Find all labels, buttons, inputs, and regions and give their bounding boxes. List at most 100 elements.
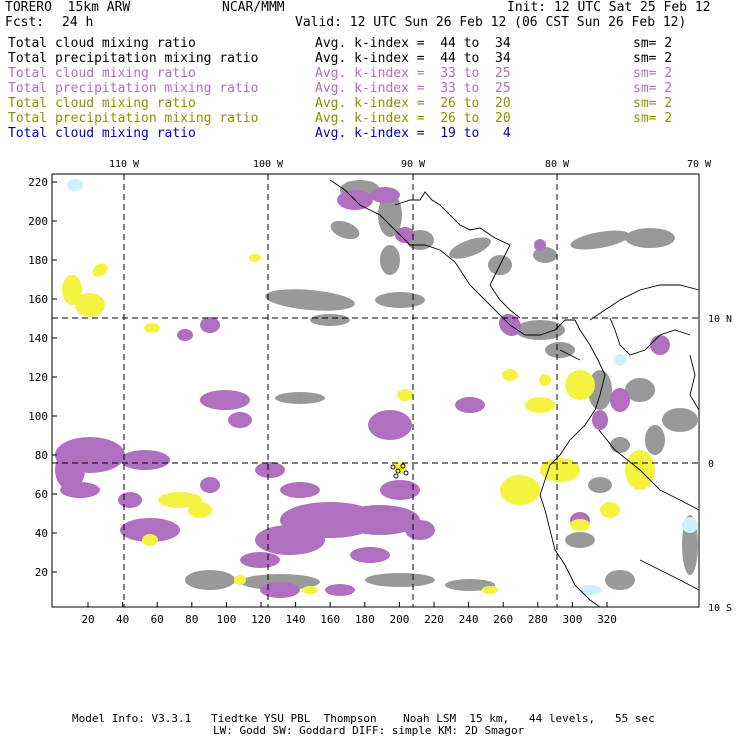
x-tick-label: 180 [355,613,375,626]
purple-cloud-15 [255,462,285,478]
yellow-cloud-0 [62,275,82,305]
y-tick-label: 60 [35,488,48,501]
yellow-cloud-2 [92,263,108,277]
purple-cloud-9 [55,450,85,490]
x-tick-label: 140 [286,613,306,626]
gray-cloud-10 [310,314,350,326]
gray-cloud-4 [449,237,491,259]
gray-cloud-27 [275,392,325,404]
coastline-2 [539,319,606,608]
field-sm: sm= 2 [633,81,673,96]
field-name: Total precipitation mixing ratio [8,81,259,96]
yellow-cloud-15 [394,462,406,474]
gray-cloud-23 [365,573,435,587]
x-tick-label: 120 [251,613,271,626]
purple-cloud-6 [200,390,250,410]
y-tick-label: 160 [28,293,48,306]
gray-cloud-17 [645,425,665,455]
x-tick-label: 100 [216,613,236,626]
gray-cloud-24 [445,579,495,591]
model-title: TORERO 15km ARW [5,0,131,15]
yellow-cloud-5 [188,502,212,518]
field-sm: sm= 2 [633,51,673,66]
gray-cloud-1 [378,193,402,237]
purple-cloud-24 [610,388,630,412]
purple-cloud-12 [118,492,142,508]
x-tick-label: 60 [151,613,164,626]
coastline-5 [598,429,700,511]
coastline-3 [589,284,700,321]
purple-cloud-16 [280,482,320,498]
model-info: Model Info: V3.3.1 Tiedtke YSU PBL Thomp… [72,712,655,725]
yellow-cloud-1 [75,293,105,317]
field-kidx: Avg. k-index = 33 to 25 [315,66,511,81]
y-tick-label: 140 [28,332,48,345]
latitude-label: 0 [708,459,714,470]
gray-cloud-7 [570,230,630,250]
y-tick-label: 100 [28,410,48,423]
yellow-cloud-21 [249,254,261,262]
x-tick-label: 220 [424,613,444,626]
purple-cloud-23 [350,547,390,563]
map-frame [51,173,700,608]
purple-cloud-30 [534,239,546,251]
field-name: Total precipitation mixing ratio [8,51,259,66]
purple-cloud-21 [380,480,420,500]
gray-cloud-21 [185,570,235,590]
field-name: Total cloud mixing ratio [8,66,196,81]
purple-cloud-7 [228,412,252,428]
yellow-cloud-13 [570,519,590,531]
yellow-cloud-19 [302,586,318,594]
field-name: Total cloud mixing ratio [8,96,196,111]
purple-cloud-18 [255,525,325,555]
lat-lon-grid [52,174,699,607]
cyan-cloud-0 [67,179,83,191]
purple-cloud-11 [120,450,170,470]
gray-cloud-6 [533,247,557,263]
purple-cloud-13 [120,518,180,542]
gray-cloud-20 [565,532,595,548]
field-sm: sm= 2 [633,36,673,51]
yellow-cloud-16 [502,369,518,381]
yellow-cloud-10 [500,475,540,505]
x-tick-label: 40 [116,613,129,626]
longitude-label: 100 W [253,159,284,170]
coastlines [329,179,700,608]
gray-cloud-25 [605,570,635,590]
valid-time: Valid: 12 UTC Sun 26 Feb 12 (06 CST Sun … [295,15,687,30]
physics-info: LW: Godd SW: Goddard DIFF: simple KM: 2D… [213,724,525,737]
galapagos-island-4 [403,470,409,476]
longitude-label: 90 W [401,159,426,170]
y-tick-label: 80 [35,449,48,462]
purple-cloud-31 [177,329,193,341]
longitude-label: 70 W [687,159,712,170]
field-kidx: Avg. k-index = 26 to 20 [315,111,511,126]
axis-ticks [52,181,608,607]
init-time: Init: 12 UTC Sat 25 Feb 12 [507,0,711,15]
coastline-0 [329,179,575,336]
y-tick-label: 200 [28,215,48,228]
purple-cloud-28 [260,582,300,598]
field-kidx: Avg. k-index = 19 to 4 [315,126,511,141]
field-sm: sm= 2 [633,111,673,126]
field-kidx: Avg. k-index = 33 to 25 [315,81,511,96]
gray-cloud-18 [610,437,630,453]
gray-cloud-2 [330,220,360,240]
yellow-cloud-8 [525,397,555,413]
x-tick-label: 300 [562,613,582,626]
latitude-label: 10 N [708,314,732,325]
purple-cloud-1 [370,187,400,203]
y-tick-label: 20 [35,566,48,579]
coastline-6 [639,559,700,591]
coastline-7 [559,349,581,361]
purple-cloud-29 [325,584,355,596]
purple-cloud-2 [395,227,415,243]
x-tick-label: 320 [597,613,617,626]
gray-cloud-28 [380,245,400,275]
axis-labels: 20 40 60 80 100 120 140 160 180 200 220 20 40 60 80 100… [28,159,732,626]
yellow-cloud-6 [142,534,158,546]
purple-cloud-20 [340,505,420,535]
purple-cloud-22 [405,520,435,540]
gray-cloud-8 [625,228,675,248]
